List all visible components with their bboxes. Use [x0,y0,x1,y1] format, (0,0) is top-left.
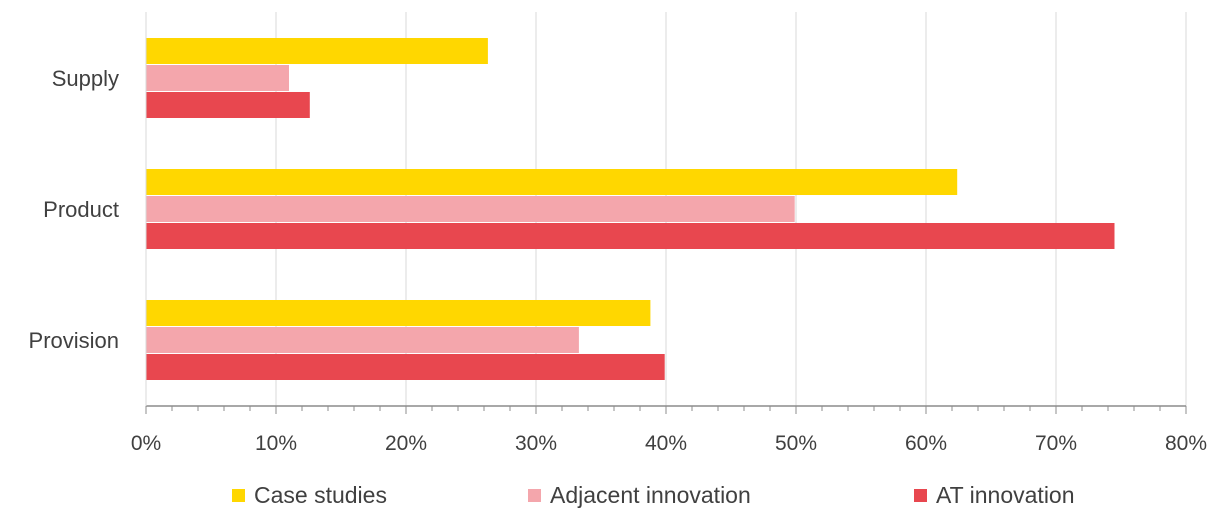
legend-item-at-innovation: AT innovation [914,482,1075,509]
bar-supply-at-innovation [146,92,310,118]
category-label-supply: Supply [52,66,119,91]
category-labels: Supply Product Provision [29,66,119,353]
bar-provision-case-studies [146,300,651,326]
legend-swatch-at-innovation [914,489,927,502]
x-tick-label: 70% [1035,432,1077,455]
legend: Case studies Adjacent innovation AT inno… [0,482,1219,512]
category-label-provision: Provision [29,328,119,353]
legend-label-at-innovation: AT innovation [936,482,1075,508]
bars [146,38,1115,380]
x-tick-label: 20% [385,432,427,455]
legend-swatch-case-studies [232,489,245,502]
x-tick-label: 80% [1165,432,1207,455]
legend-label-case-studies: Case studies [254,482,387,508]
legend-label-adjacent-innovation: Adjacent innovation [550,482,751,508]
x-tick-label: 40% [645,432,687,455]
x-tick-label: 0% [131,432,161,455]
x-tick-label: 10% [255,432,297,455]
bar-supply-case-studies [146,38,488,64]
bar-product-adjacent-innovation [146,196,795,222]
x-axis: 0% 10% 20% 30% 40% 50% 60% 70% 80% [131,12,1207,455]
category-label-product: Product [43,197,119,222]
bar-provision-at-innovation [146,354,665,380]
legend-item-adjacent-innovation: Adjacent innovation [528,482,751,509]
bar-product-at-innovation [146,223,1115,249]
bar-provision-adjacent-innovation [146,327,579,353]
x-tick-label: 60% [905,432,947,455]
x-tick-label: 30% [515,432,557,455]
legend-swatch-adjacent-innovation [528,489,541,502]
bar-product-case-studies [146,169,958,195]
bar-supply-adjacent-innovation [146,65,289,91]
x-tick-label: 50% [775,432,817,455]
legend-item-case-studies: Case studies [232,482,387,509]
